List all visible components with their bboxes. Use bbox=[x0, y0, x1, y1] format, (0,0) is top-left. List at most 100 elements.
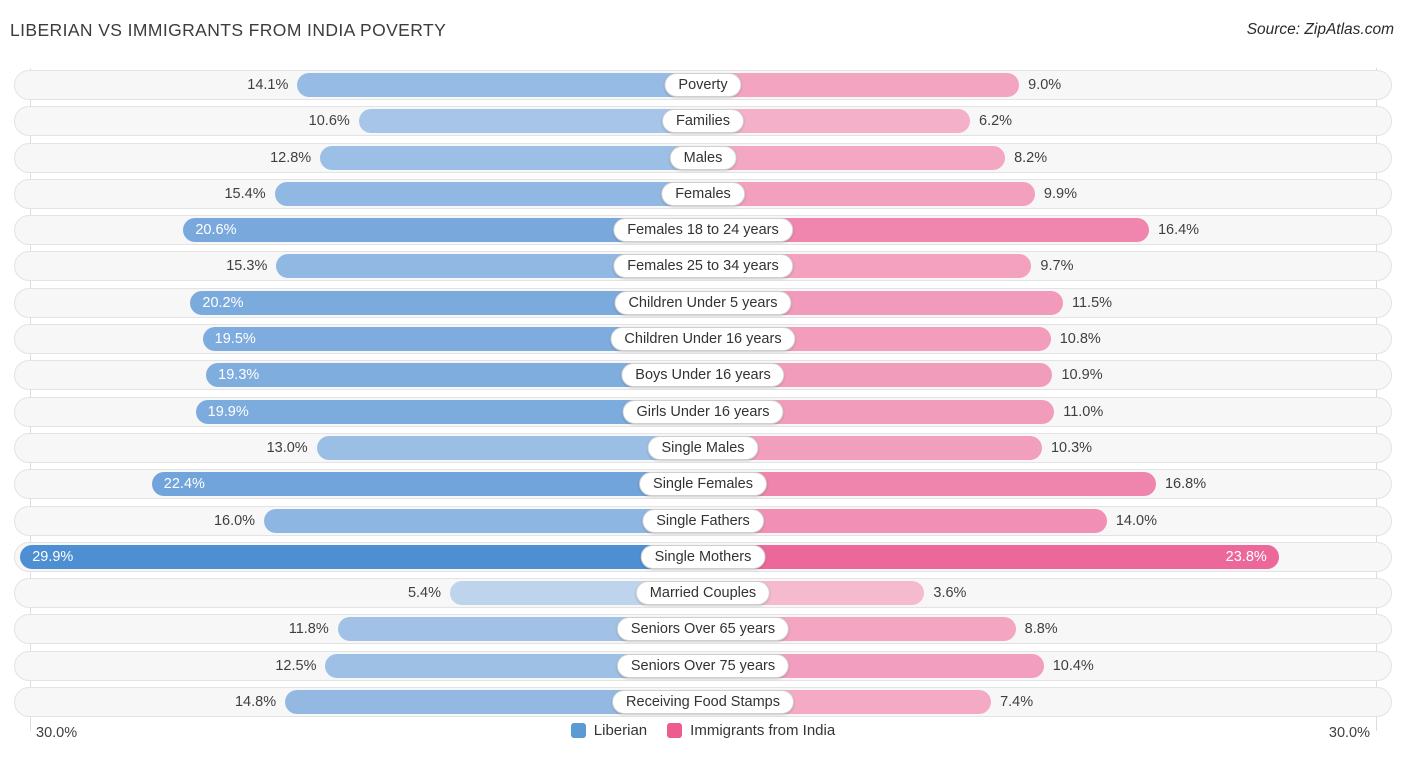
category-pill: Married Couples bbox=[635, 581, 771, 606]
value-label-inside: 29.9% bbox=[32, 548, 74, 565]
value-label-outside: 9.0% bbox=[1028, 77, 1062, 93]
row-track: 15.3% 9.7% Females 25 to 34 years bbox=[14, 251, 1392, 282]
value-label-inside: 19.5% bbox=[214, 331, 256, 348]
liberian-bar: 19.3% bbox=[206, 363, 703, 388]
row-track: 13.0% 10.3% Single Males bbox=[14, 432, 1392, 463]
value-label-inside: 19.9% bbox=[207, 403, 249, 420]
value-label-outside: 10.8% bbox=[1059, 331, 1101, 348]
category-pill: Females 18 to 24 years bbox=[613, 218, 793, 243]
legend-item-liberian: Liberian bbox=[570, 722, 648, 739]
category-pill: Families bbox=[662, 109, 744, 134]
value-label-outside: 8.2% bbox=[1014, 149, 1048, 166]
liberian-bar bbox=[264, 508, 703, 533]
value-label-outside: 10.9% bbox=[1061, 367, 1103, 384]
legend: Liberian Immigrants from India bbox=[0, 722, 1406, 739]
value-label-outside: 10.6% bbox=[308, 113, 350, 130]
row-track: 29.9% 23.8% Single Mothers bbox=[14, 541, 1392, 572]
row-track: 11.8% 8.8% Seniors Over 65 years bbox=[14, 614, 1392, 645]
category-pill: Females bbox=[661, 181, 745, 206]
category-pill: Boys Under 16 years bbox=[621, 363, 785, 388]
value-label-outside: 8.8% bbox=[1024, 621, 1058, 638]
page-title: LIBERIAN VS IMMIGRANTS FROM INDIA POVERT… bbox=[10, 20, 447, 40]
row-track: 22.4% 16.8% Single Females bbox=[14, 469, 1392, 500]
india-bar bbox=[703, 181, 1035, 206]
value-label-outside: 6.2% bbox=[979, 113, 1013, 130]
row-track: 10.6% 6.2% Families bbox=[14, 106, 1392, 137]
diverging-bar-chart: 14.1% 9.0% Poverty 10.6% 6.2% Families 12.8% 8.… bbox=[14, 68, 1392, 731]
row-track: 19.9% 11.0% Girls Under 16 years bbox=[14, 396, 1392, 427]
category-pill: Single Males bbox=[647, 435, 759, 460]
liberian-bar bbox=[320, 145, 703, 170]
value-label-inside: 20.6% bbox=[195, 222, 237, 239]
value-label-inside: 22.4% bbox=[163, 476, 205, 493]
value-label-outside: 7.4% bbox=[1000, 694, 1034, 711]
row-track: 14.1% 9.0% Poverty bbox=[14, 70, 1392, 100]
legend-swatch-liberian-icon bbox=[570, 723, 586, 738]
liberian-bar: 22.4% bbox=[151, 472, 703, 497]
liberian-bar: 29.9% bbox=[20, 544, 703, 569]
liberian-bar bbox=[358, 109, 703, 134]
value-label-outside: 9.9% bbox=[1043, 185, 1077, 202]
value-label-outside: 16.0% bbox=[213, 512, 256, 529]
row-track: 12.8% 8.2% Males bbox=[14, 142, 1392, 173]
value-label-outside: 15.4% bbox=[224, 185, 266, 202]
value-label-outside: 14.0% bbox=[1115, 512, 1157, 529]
row-track: 16.0% 14.0% Single Fathers bbox=[14, 505, 1392, 536]
legend-item-india: Immigrants from India bbox=[667, 722, 835, 739]
row-track: 14.8% 7.4% Receiving Food Stamps bbox=[14, 687, 1392, 718]
value-label-outside: 11.5% bbox=[1071, 294, 1113, 311]
category-pill: Receiving Food Stamps bbox=[612, 690, 794, 715]
india-bar bbox=[703, 109, 970, 134]
category-pill: Poverty bbox=[664, 73, 742, 97]
value-label-outside: 11.0% bbox=[1063, 403, 1104, 420]
liberian-bar bbox=[274, 181, 703, 206]
value-label-outside: 16.8% bbox=[1164, 476, 1207, 493]
india-bar bbox=[703, 145, 1006, 170]
category-pill: Males bbox=[669, 145, 737, 170]
value-label-outside: 10.4% bbox=[1052, 657, 1094, 674]
legend-swatch-india-icon bbox=[667, 723, 683, 738]
liberian-bar bbox=[297, 73, 703, 97]
india-bar bbox=[703, 73, 1020, 97]
legend-label-liberian: Liberian bbox=[593, 722, 648, 739]
india-bar bbox=[703, 472, 1156, 497]
source-credit: Source: ZipAtlas.com bbox=[1246, 21, 1394, 38]
value-label-outside: 10.3% bbox=[1050, 439, 1093, 456]
category-pill: Single Mothers bbox=[640, 544, 766, 569]
india-bar bbox=[703, 508, 1107, 533]
value-label-outside: 14.8% bbox=[234, 694, 277, 711]
category-pill: Seniors Over 75 years bbox=[616, 653, 790, 678]
india-bar: 23.8% bbox=[703, 544, 1279, 569]
liberian-bar bbox=[316, 435, 703, 460]
legend-label-india: Immigrants from India bbox=[690, 722, 836, 739]
category-pill: Children Under 5 years bbox=[614, 290, 792, 315]
value-label-outside: 5.4% bbox=[407, 585, 442, 602]
row-track: 12.5% 10.4% Seniors Over 75 years bbox=[14, 650, 1392, 681]
row-track: 5.4% 3.6% Married Couples bbox=[14, 578, 1392, 609]
axis-max-label-left: 30.0% bbox=[36, 725, 78, 741]
value-label-inside: 19.3% bbox=[218, 367, 260, 384]
value-label-outside: 15.3% bbox=[226, 258, 268, 275]
value-label-outside: 9.7% bbox=[1040, 258, 1074, 275]
row-track: 20.2% 11.5% Children Under 5 years bbox=[14, 287, 1392, 318]
value-label-outside: 3.6% bbox=[933, 585, 967, 602]
value-label-outside: 11.8% bbox=[288, 621, 329, 638]
liberian-bar: 19.9% bbox=[195, 399, 703, 424]
value-label-outside: 13.0% bbox=[266, 439, 308, 456]
row-track: 15.4% 9.9% Females bbox=[14, 178, 1392, 209]
row-track: 19.3% 10.9% Boys Under 16 years bbox=[14, 360, 1392, 391]
category-pill: Single Females bbox=[639, 472, 767, 497]
value-label-outside: 12.5% bbox=[275, 657, 317, 674]
value-label-outside: 12.8% bbox=[270, 149, 312, 166]
category-pill: Single Fathers bbox=[642, 508, 764, 533]
category-pill: Girls Under 16 years bbox=[622, 399, 784, 424]
category-pill: Females 25 to 34 years bbox=[613, 254, 793, 279]
value-label-outside: 14.1% bbox=[247, 77, 289, 93]
value-label-inside: 20.2% bbox=[202, 294, 244, 311]
axis-max-label-right: 30.0% bbox=[1328, 725, 1370, 741]
category-pill: Children Under 16 years bbox=[610, 327, 796, 352]
value-label-outside: 16.4% bbox=[1157, 222, 1200, 239]
row-track: 20.6% 16.4% Females 18 to 24 years bbox=[14, 215, 1392, 246]
value-label-inside: 23.8% bbox=[1225, 548, 1267, 565]
category-pill: Seniors Over 65 years bbox=[616, 617, 790, 642]
